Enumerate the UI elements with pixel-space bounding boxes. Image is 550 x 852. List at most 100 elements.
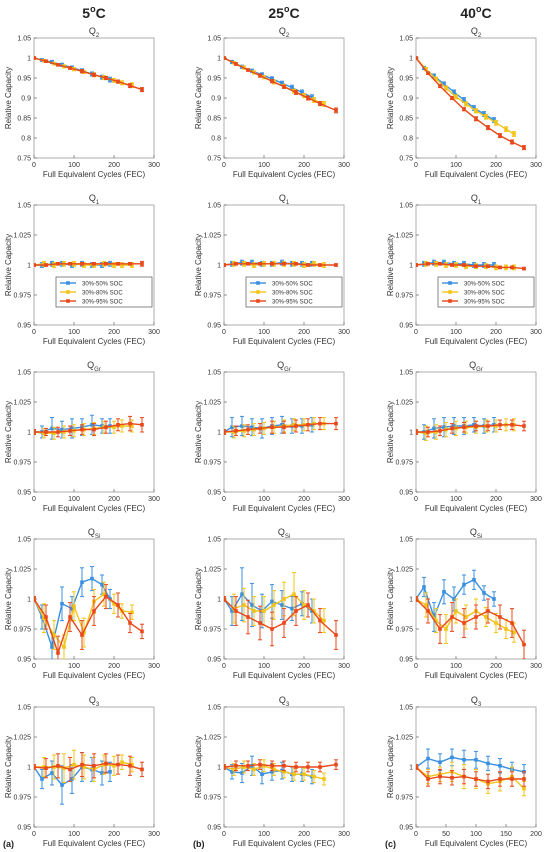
data-point — [116, 79, 120, 84]
data-point — [80, 580, 84, 584]
x-axis-label: Full Equivalent Cycles (FEC) — [425, 504, 528, 513]
y-tick-label: 0.975 — [395, 460, 413, 467]
data-point — [450, 776, 454, 780]
y-tick-label: 0.95 — [399, 323, 413, 330]
data-point — [306, 603, 310, 607]
data-point — [42, 431, 46, 435]
series-line — [34, 422, 143, 433]
y-tick-label: 1 — [217, 765, 221, 772]
data-point — [246, 68, 250, 72]
data-point — [510, 423, 514, 427]
data-point — [70, 426, 74, 431]
data-point — [68, 615, 72, 619]
y-tick-label: 0.975 — [13, 293, 31, 300]
legend-label: 30%-50% SOC — [82, 281, 123, 287]
data-point — [62, 645, 66, 649]
data-point — [322, 777, 326, 781]
data-point — [282, 85, 286, 89]
data-point — [282, 764, 286, 768]
data-point — [438, 262, 442, 266]
y-tick-label: 1 — [27, 56, 31, 63]
legend-marker — [256, 290, 260, 294]
y-axis-label: Relative Capacity — [194, 568, 203, 630]
data-point — [282, 597, 286, 601]
x-tick-label: 300 — [148, 496, 160, 503]
y-tick-label: 0.9 — [211, 96, 221, 103]
data-point — [454, 95, 458, 99]
x-tick-label: 300 — [530, 496, 542, 503]
data-point — [230, 770, 234, 774]
data-point — [452, 424, 456, 428]
y-tick-label: 1 — [409, 597, 413, 604]
plot-area — [33, 37, 155, 159]
data-point — [438, 627, 442, 631]
x-tick-label: 0 — [32, 329, 36, 336]
data-point — [270, 262, 274, 266]
data-point — [434, 77, 438, 81]
x-axis-label: Full Equivalent Cycles (FEC) — [233, 671, 336, 680]
y-tick-label: 0.95 — [207, 490, 221, 497]
data-point — [416, 597, 418, 601]
data-point — [90, 423, 94, 427]
chart-title: QSi — [470, 527, 482, 540]
y-tick-label: 0.975 — [395, 293, 413, 300]
y-tick-label: 1.05 — [207, 705, 221, 712]
data-point — [318, 263, 322, 267]
data-point — [522, 642, 526, 647]
y-tick-label: 0.9 — [403, 96, 413, 103]
panel-label: (a) — [3, 839, 14, 849]
data-point — [494, 424, 498, 428]
data-point — [44, 615, 48, 619]
legend-marker — [448, 281, 452, 285]
panel-label: (c) — [385, 839, 396, 849]
data-point — [82, 630, 86, 635]
x-tick-label: 200 — [298, 663, 310, 670]
data-point — [272, 603, 276, 607]
data-point — [112, 764, 116, 768]
data-point — [294, 424, 298, 428]
data-point — [224, 597, 226, 601]
data-point — [140, 262, 144, 266]
data-point — [120, 263, 124, 267]
data-point — [426, 262, 430, 266]
chart-5c-q2: Q2 0.75 0.8 0.85 0.9 0.95 1 1.05 0 100 200 300Full … — [4, 26, 160, 179]
data-point — [498, 764, 502, 768]
x-tick-label: 200 — [490, 329, 502, 336]
series-s95 — [416, 419, 526, 438]
y-tick-label: 1.05 — [399, 370, 413, 377]
data-point — [92, 609, 96, 613]
x-tick-label: 200 — [108, 496, 120, 503]
x-tick-label: 300 — [338, 329, 350, 336]
data-point — [472, 423, 476, 427]
data-point — [224, 430, 226, 434]
y-tick-label: 0.95 — [399, 657, 413, 664]
column-header-40c: 40oC — [460, 4, 491, 21]
data-point — [100, 582, 104, 587]
series-s80 — [224, 572, 326, 634]
data-point — [44, 766, 48, 770]
x-tick-label: 100 — [450, 329, 462, 336]
x-tick-label: 200 — [108, 663, 120, 670]
data-point — [486, 125, 490, 130]
x-tick-label: 0 — [414, 496, 418, 503]
data-point — [272, 767, 276, 772]
x-tick-label: 200 — [298, 496, 310, 503]
x-tick-label: 200 — [298, 831, 310, 838]
data-point — [474, 615, 478, 619]
data-point — [224, 765, 226, 769]
y-axis-label: Relative Capacity — [194, 67, 203, 129]
y-tick-label: 0.85 — [399, 116, 413, 123]
data-point — [522, 145, 526, 150]
series-s95 — [34, 56, 144, 93]
x-tick-label: 0 — [222, 663, 226, 670]
data-point — [270, 77, 274, 81]
data-point — [262, 609, 266, 613]
x-axis-label: Full Equivalent Cycles (FEC) — [233, 170, 336, 179]
data-point — [282, 770, 286, 774]
data-point — [116, 762, 120, 767]
data-point — [312, 609, 316, 613]
data-point — [104, 76, 108, 80]
data-point — [232, 767, 236, 772]
